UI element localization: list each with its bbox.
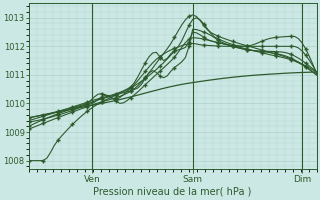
X-axis label: Pression niveau de la mer( hPa ): Pression niveau de la mer( hPa ) <box>93 187 252 197</box>
